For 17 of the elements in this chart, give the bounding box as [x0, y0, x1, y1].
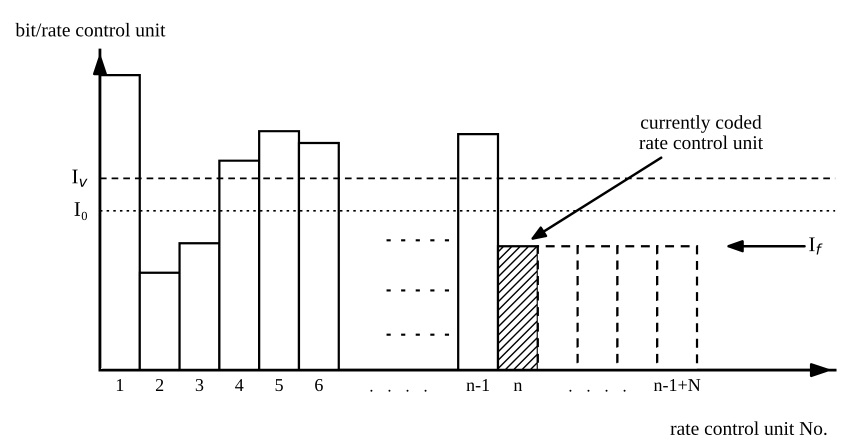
text: I$_{f}$: [809, 237, 823, 255]
x-tick-label: 4: [235, 379, 244, 391]
x-tick-label: 6: [315, 379, 323, 392]
ref-line-label: I$_{v}$: [72, 170, 88, 187]
x-tick-label: 2: [156, 379, 164, 391]
x-tick-label: n-1+N: [654, 379, 700, 391]
x-tick-label: n: [514, 382, 522, 391]
x-axis-title: rate control unit No.: [670, 421, 827, 436]
ref-line-label: I₀: [74, 202, 88, 220]
x-tick-label: 1: [116, 379, 124, 391]
annotation: currently coded rate control unit: [639, 115, 763, 150]
x-tick-label: 3: [196, 379, 204, 392]
x-tick-label: 5: [276, 379, 283, 392]
x-tick-label: n-1: [466, 379, 490, 391]
y-axis-title: bit/rate control unit: [15, 22, 166, 37]
text: · · · ·: [370, 390, 427, 392]
text: · · · ·: [569, 390, 626, 392]
